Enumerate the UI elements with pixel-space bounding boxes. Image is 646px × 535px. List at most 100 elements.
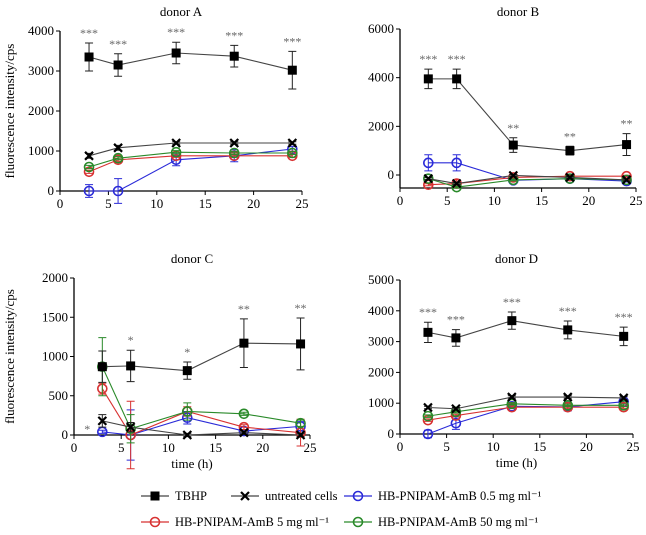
legend-label: HB-PNIPAM-AmB 0.5 mg ml⁻¹ xyxy=(378,489,542,503)
x-tick-label: 0 xyxy=(397,193,404,208)
panel-title: donor C xyxy=(171,251,213,266)
significance-marker: ** xyxy=(238,302,250,316)
x-tick-label: 0 xyxy=(71,440,78,455)
x-tick-label: 10 xyxy=(150,196,163,211)
series-hb-pnipam-4 xyxy=(97,337,306,444)
data-point xyxy=(238,408,250,420)
data-point xyxy=(112,185,124,197)
data-point xyxy=(182,366,192,376)
series-untreated xyxy=(97,414,306,440)
y-tick-label: 0 xyxy=(48,183,55,198)
legend-item: TBHP xyxy=(141,489,207,503)
x-tick-label: 0 xyxy=(57,196,64,211)
legend-item: HB-PNIPAM-AmB 0.5 mg ml⁻¹ xyxy=(344,489,542,503)
legend-item: untreated cells xyxy=(231,489,338,503)
y-tick-label: 2000 xyxy=(28,103,54,118)
error-bar xyxy=(507,402,516,406)
series-hb-pnipam-4 xyxy=(83,146,298,173)
significance-marker: *** xyxy=(225,28,243,42)
data-point xyxy=(182,430,193,440)
significance-marker: *** xyxy=(559,304,577,318)
significance-marker: *** xyxy=(503,295,521,309)
data-point xyxy=(171,48,181,58)
legend-label: untreated cells xyxy=(265,489,338,503)
data-point xyxy=(229,138,240,148)
y-tick-label: 1000 xyxy=(42,349,68,364)
legend-marker-icon xyxy=(352,516,364,528)
data-point xyxy=(97,416,108,426)
significance-marker: *** xyxy=(448,52,466,66)
data-point xyxy=(619,331,629,341)
y-tick-label: 4000 xyxy=(28,23,54,38)
legend-marker-icon xyxy=(240,491,250,501)
data-point xyxy=(125,422,136,432)
data-point xyxy=(422,428,434,440)
y-tick-label: 2000 xyxy=(368,364,394,379)
panel-donor-d: donor D 0 1000 2000 3000 4000 5000 0 5 10 15 20 25 ti… xyxy=(368,251,640,470)
error-bar xyxy=(98,429,107,434)
legend-label: HB-PNIPAM-AmB 50 mg ml⁻¹ xyxy=(378,515,539,529)
legend-marker-icon xyxy=(352,490,364,502)
x-tick-label: 20 xyxy=(580,439,593,454)
data-point xyxy=(423,402,433,413)
series-line xyxy=(101,366,301,430)
significance-marker: *** xyxy=(283,34,301,48)
error-bar xyxy=(288,150,297,156)
legend-marker-icon xyxy=(150,491,160,501)
series-untreated xyxy=(423,170,632,189)
data-point xyxy=(450,417,462,429)
panel-title: donor D xyxy=(495,251,538,266)
error-bar xyxy=(239,411,248,416)
x-tick-label: 5 xyxy=(443,439,450,454)
data-point xyxy=(287,65,297,75)
data-point xyxy=(239,338,249,348)
series-line xyxy=(428,78,627,152)
data-point xyxy=(287,138,298,148)
data-point xyxy=(171,138,181,148)
data-point xyxy=(451,403,461,414)
data-point xyxy=(507,392,517,402)
y-tick-label: 2000 xyxy=(368,118,394,133)
series-tbhp xyxy=(423,311,629,347)
y-tick-label: 500 xyxy=(49,388,69,403)
data-point xyxy=(97,362,107,372)
y-tick-label: 2000 xyxy=(42,270,68,285)
error-bar xyxy=(230,150,239,156)
y-tick-label: 3000 xyxy=(368,334,394,349)
panel-donor-a: donor A 0 1000 2000 3000 4000 0 5 10 15 20 25 fluore… xyxy=(2,4,309,211)
data-point xyxy=(83,185,95,197)
data-point xyxy=(506,398,518,410)
data-point xyxy=(239,427,249,438)
data-point xyxy=(622,140,632,150)
significance-marker: * xyxy=(128,333,134,347)
data-point xyxy=(181,406,193,417)
x-tick-label: 15 xyxy=(533,439,546,454)
series-untreated xyxy=(84,138,298,161)
significance-marker: *** xyxy=(447,313,465,327)
data-point xyxy=(423,179,434,191)
data-point xyxy=(451,178,462,189)
data-point xyxy=(84,151,94,161)
series-tbhp xyxy=(423,68,632,157)
significance-marker: *** xyxy=(109,37,127,51)
x-tick-label: 5 xyxy=(118,440,125,455)
legend-label: TBHP xyxy=(175,489,207,503)
data-point xyxy=(126,361,136,371)
series-hb-pnipam-4 xyxy=(422,398,629,422)
error-bar xyxy=(423,414,432,418)
y-tick-label: 6000 xyxy=(368,21,394,36)
x-tick-label: 0 xyxy=(397,439,404,454)
panel-title: donor A xyxy=(160,4,203,19)
data-point xyxy=(296,339,306,349)
x-tick-label: 25 xyxy=(296,196,309,211)
x-tick-label: 15 xyxy=(209,440,222,455)
panel-donor-c: donor C 0 500 1000 1500 2000 0 5 10 15 20 25 fluores… xyxy=(2,251,317,471)
data-point xyxy=(618,400,629,411)
y-tick-label: 5000 xyxy=(368,272,394,287)
significance-marker: * xyxy=(84,422,90,436)
data-point xyxy=(229,51,239,61)
x-tick-label: 20 xyxy=(256,440,269,455)
y-tick-label: 1000 xyxy=(28,143,54,158)
